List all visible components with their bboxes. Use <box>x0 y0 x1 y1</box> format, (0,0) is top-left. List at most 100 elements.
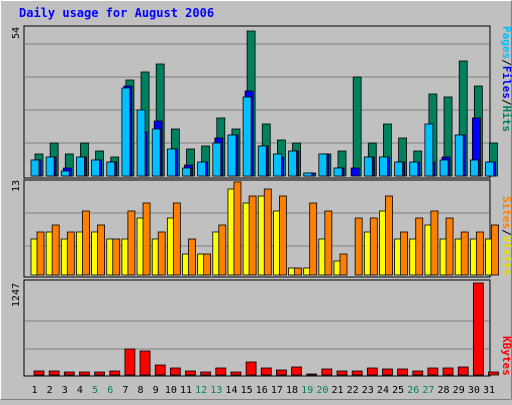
bar-sites-6 <box>112 238 121 276</box>
bar-kbytes-13 <box>215 367 227 376</box>
bar-sites-2 <box>51 224 60 276</box>
axis-sep-2: / <box>500 99 512 106</box>
bar-kbytes-5 <box>94 371 105 376</box>
bar-kbytes-9 <box>154 364 166 376</box>
axis-title-top: Pages/Files/Hits <box>500 26 512 132</box>
x-label-8: 8 <box>138 385 144 396</box>
x-label-26: 26 <box>407 385 419 396</box>
bar-pages-3 <box>60 170 70 177</box>
x-label-14: 14 <box>225 385 237 396</box>
x-label-16: 16 <box>256 385 268 396</box>
bar-sites-9 <box>157 231 166 276</box>
bar-sites-25 <box>400 231 409 276</box>
bar-kbytes-7 <box>124 348 136 376</box>
bar-sites-15 <box>248 195 257 276</box>
bar-sites-3 <box>66 231 75 276</box>
bar-sites-28 <box>445 217 454 276</box>
bar-kbytes-23 <box>366 367 378 376</box>
x-label-17: 17 <box>271 385 283 396</box>
bar-sites-21 <box>339 253 348 276</box>
bar-kbytes-19 <box>306 373 318 376</box>
bar-sites-12 <box>203 253 212 276</box>
bar-kbytes-27 <box>427 367 439 376</box>
axis-sep-1: / <box>500 59 512 66</box>
bar-sites-10 <box>172 202 181 276</box>
svg-text:KBytes: KBytes <box>500 336 512 376</box>
bar-sites-11 <box>188 238 196 276</box>
bar-pages-2 <box>45 156 55 177</box>
bar-kbytes-14 <box>230 371 242 376</box>
axis-title-pages: Pages <box>500 26 512 59</box>
bar-kbytes-16 <box>260 367 272 376</box>
bar-pages-6 <box>106 161 116 177</box>
x-label-1: 1 <box>31 385 37 396</box>
x-label-23: 23 <box>362 385 374 396</box>
bar-kbytes-1 <box>33 370 45 376</box>
panel-kbytes-frame <box>23 279 491 377</box>
bar-pages-28 <box>439 159 449 177</box>
x-label-10: 10 <box>165 385 177 396</box>
bar-kbytes-31 <box>488 371 499 376</box>
bar-sites-31 <box>491 224 499 276</box>
x-label-22: 22 <box>347 385 359 396</box>
x-label-28: 28 <box>438 385 450 396</box>
bars <box>30 30 499 376</box>
bar-kbytes-4 <box>79 371 90 376</box>
svg-text:Pages/Files/Hits: Pages/Files/Hits <box>500 26 512 132</box>
x-label-25: 25 <box>392 385 404 396</box>
x-label-30: 30 <box>468 385 480 396</box>
bar-kbytes-15 <box>245 361 257 376</box>
x-label-5: 5 <box>92 385 98 396</box>
x-axis-labels: 1 2 3 4 5 6 7 8 9 10 11 12 13 14 15 16 17 18 19 20 21 22 23 24 2… <box>31 385 495 396</box>
bar-pages-31 <box>485 161 494 177</box>
bar-pages-15 <box>242 96 252 177</box>
x-label-2: 2 <box>47 385 53 396</box>
bar-pages-12 <box>197 161 207 177</box>
bar-kbytes-18 <box>291 366 302 376</box>
bar-pages-17 <box>272 153 282 177</box>
bar-kbytes-2 <box>48 370 60 376</box>
bar-kbytes-21 <box>336 370 348 376</box>
bar-kbytes-22 <box>351 370 363 376</box>
bar-kbytes-8 <box>139 350 151 376</box>
axis-title-kbytes: KBytes <box>500 336 512 376</box>
bar-pages-9 <box>151 128 161 177</box>
x-label-15: 15 <box>241 385 253 396</box>
axis-sep-3: / <box>500 229 512 236</box>
axis-title-middle: Sites/Visits <box>500 196 512 276</box>
bar-pages-11 <box>182 167 191 177</box>
bar-sites-1 <box>36 231 45 276</box>
axis-title-bottom: KBytes <box>500 336 512 376</box>
bar-pages-29 <box>454 134 464 177</box>
x-label-13: 13 <box>210 385 222 396</box>
bar-pages-5 <box>91 159 100 177</box>
ymax-kbytes: 1247 <box>11 283 22 307</box>
bar-sites-29 <box>460 231 469 276</box>
x-label-21: 21 <box>331 385 343 396</box>
bar-sites-27 <box>430 210 439 276</box>
bar-sites-24 <box>385 195 393 276</box>
bar-pages-19 <box>303 172 313 177</box>
bar-sites-17 <box>278 195 287 276</box>
bar-sites-14 <box>233 181 242 276</box>
x-label-18: 18 <box>286 385 298 396</box>
bar-sites-13 <box>218 224 227 276</box>
bar-pages-23 <box>363 156 373 177</box>
bar-sites-23 <box>369 217 378 276</box>
ymax-hits: 54 <box>11 27 22 39</box>
bar-hits-22 <box>352 76 362 177</box>
bar-sites-18 <box>294 267 302 276</box>
bar-sites-5 <box>97 224 105 276</box>
x-label-6: 6 <box>107 385 113 396</box>
bar-sites-19 <box>309 202 318 276</box>
x-label-12: 12 <box>195 385 207 396</box>
x-label-3: 3 <box>62 385 68 396</box>
bar-kbytes-3 <box>63 371 75 376</box>
bar-kbytes-30 <box>472 282 484 376</box>
bar-kbytes-17 <box>275 369 287 376</box>
bar-sites-16 <box>263 188 272 276</box>
bar-pages-16 <box>257 145 267 177</box>
bar-sites-26 <box>415 217 424 276</box>
bar-pages-7 <box>121 87 131 177</box>
